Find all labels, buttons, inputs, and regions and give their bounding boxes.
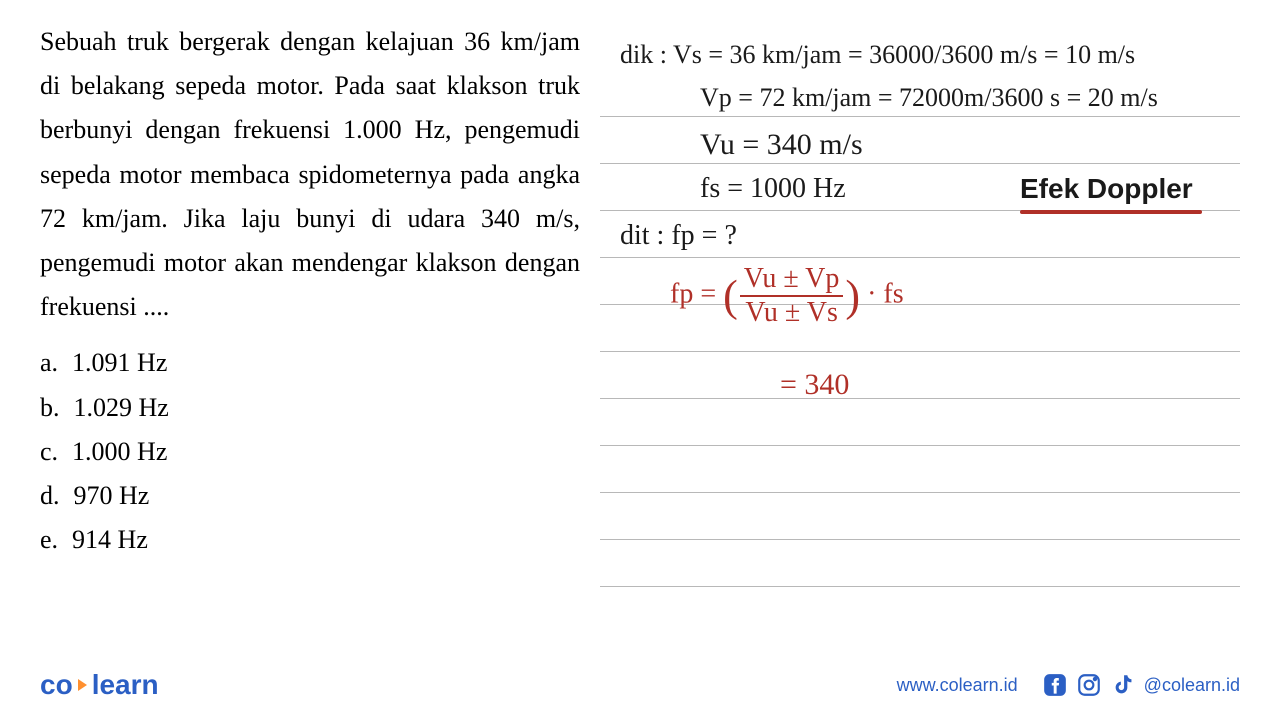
work-line-1: dik : Vs = 36 km/jam = 36000/3600 m/s = … (620, 40, 1135, 70)
work-line-4: fs = 1000 Hz (700, 173, 846, 205)
option-letter: b. (40, 386, 60, 430)
option-e: e. 914 Hz (40, 518, 580, 562)
formula-rhs: · fs (867, 278, 904, 309)
paper-line (600, 117, 1240, 164)
logo-arrow-icon (78, 679, 87, 691)
question-panel: Sebuah truk bergerak dengan kelajuan 36 … (40, 20, 600, 640)
work-line-6: = 340 (780, 368, 849, 402)
logo-co: co (40, 669, 73, 701)
paper-line (600, 352, 1240, 399)
option-letter: d. (40, 474, 60, 518)
formula-numerator: Vu ± Vp (740, 265, 844, 297)
paper-line (600, 493, 1240, 540)
social-handle: @colearn.id (1144, 675, 1240, 696)
option-letter: e. (40, 518, 58, 562)
work-line-3: Vu = 340 m/s (700, 128, 863, 162)
logo-learn: learn (92, 669, 159, 701)
work-line-2: Vp = 72 km/jam = 72000m/3600 s = 20 m/s (700, 83, 1158, 113)
option-text: 914 Hz (72, 518, 148, 562)
option-a: a. 1.091 Hz (40, 341, 580, 385)
option-d: d. 970 Hz (40, 474, 580, 518)
footer: co learn www.colearn.id @colearn.id (0, 650, 1280, 720)
footer-right: www.colearn.id @colearn.id (897, 672, 1240, 698)
content-container: Sebuah truk bergerak dengan kelajuan 36 … (0, 0, 1280, 640)
option-text: 970 Hz (74, 474, 150, 518)
website-url: www.colearn.id (897, 675, 1018, 696)
topic-label: Efek Doppler (1020, 173, 1193, 205)
formula-fraction: Vu ± Vp Vu ± Vs (740, 265, 844, 327)
work-panel: dik : Vs = 36 km/jam = 36000/3600 m/s = … (600, 20, 1240, 640)
social-icons: @colearn.id (1042, 672, 1240, 698)
option-text: 1.029 Hz (74, 386, 169, 430)
option-letter: c. (40, 430, 58, 474)
formula-lhs: fp = (670, 278, 716, 309)
lined-paper (600, 70, 1240, 640)
work-formula: fp = ( Vu ± Vp Vu ± Vs ) · fs (670, 265, 904, 327)
option-c: c. 1.000 Hz (40, 430, 580, 474)
facebook-icon (1042, 672, 1068, 698)
work-line-5: dit : fp = ? (620, 220, 737, 252)
paper-line (600, 399, 1240, 446)
paper-line (600, 446, 1240, 493)
option-letter: a. (40, 341, 58, 385)
options-list: a. 1.091 Hz b. 1.029 Hz c. 1.000 Hz d. 9… (40, 341, 580, 562)
option-text: 1.000 Hz (72, 430, 167, 474)
logo: co learn (40, 669, 159, 701)
formula-denominator: Vu ± Vs (741, 297, 842, 327)
option-b: b. 1.029 Hz (40, 386, 580, 430)
option-text: 1.091 Hz (72, 341, 167, 385)
paper-line (600, 540, 1240, 587)
topic-underline (1020, 210, 1202, 214)
tiktok-icon (1110, 672, 1136, 698)
instagram-icon (1076, 672, 1102, 698)
question-text: Sebuah truk bergerak dengan kelajuan 36 … (40, 20, 580, 329)
